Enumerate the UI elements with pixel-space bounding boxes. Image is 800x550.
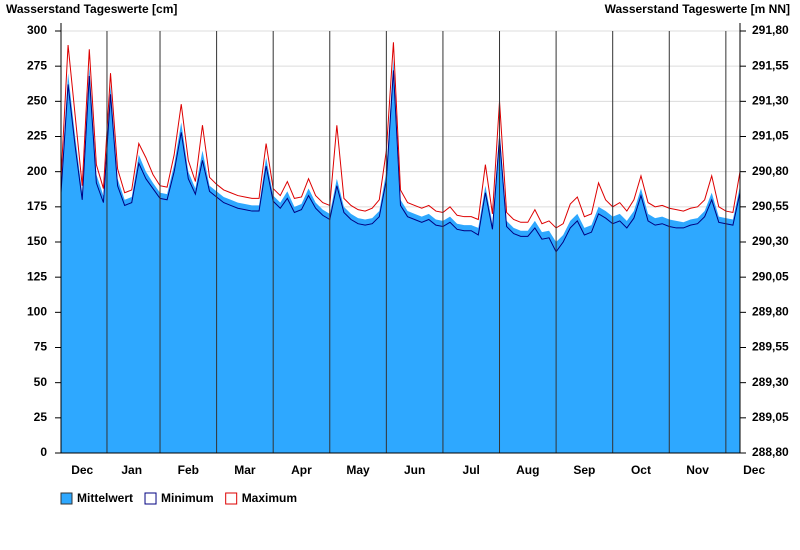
- x-tick-label: Mar: [234, 463, 256, 477]
- y2-tick-label: 289,80: [752, 305, 789, 319]
- y2-tick-label: 291,30: [752, 94, 789, 108]
- y2-tick-label: 289,55: [752, 340, 789, 354]
- y-tick-label: 225: [27, 129, 47, 143]
- x-tick-label: Apr: [291, 463, 312, 477]
- y-tick-label: 275: [27, 58, 47, 72]
- y-tick-label: 50: [34, 375, 48, 389]
- x-tick-label: Nov: [686, 463, 709, 477]
- y2-tick-label: 291,55: [752, 58, 789, 72]
- line: [60, 42, 741, 229]
- area: [61, 59, 740, 454]
- x-tick-label: Feb: [178, 463, 199, 477]
- y2-tick-label: 290,30: [752, 234, 789, 248]
- y2-tick-label: 291,05: [752, 129, 789, 143]
- y-tick-label: 175: [27, 199, 47, 213]
- x-tick-label: Dec: [71, 463, 93, 477]
- y2-tick-label: 289,05: [752, 410, 789, 424]
- legend-swatch: [225, 492, 238, 505]
- y-tick-label: 125: [27, 269, 47, 283]
- y2-tick-label: 290,55: [752, 199, 789, 213]
- y-tick-label: 75: [34, 340, 48, 354]
- y-tick-label: 300: [27, 23, 47, 37]
- y2-tick-label: 288,80: [752, 445, 789, 459]
- x-tick-label: Dec: [743, 463, 765, 477]
- y-tick-label: 150: [27, 234, 47, 248]
- y-axis-title: Wasserstand Tageswerte [cm]: [6, 2, 177, 16]
- x-tick-label: Jan: [121, 463, 142, 477]
- legend-label: Mittelwert: [77, 491, 133, 505]
- x-tick-label: Aug: [516, 463, 539, 477]
- y-tick-label: 200: [27, 164, 47, 178]
- legend-swatch: [60, 492, 73, 505]
- y-tick-label: 25: [34, 410, 48, 424]
- y2-tick-label: 290,05: [752, 269, 789, 283]
- y-tick-label: 100: [27, 305, 47, 319]
- y2-axis-title: Wasserstand Tageswerte [m NN]: [605, 2, 790, 16]
- legend-swatch: [144, 492, 157, 505]
- x-tick-label: Sep: [573, 463, 595, 477]
- x-tick-label: Jun: [404, 463, 425, 477]
- legend-label: Minimum: [161, 491, 214, 505]
- y2-tick-label: 289,30: [752, 375, 789, 389]
- line: [60, 70, 741, 253]
- x-tick-label: Jul: [463, 463, 480, 477]
- x-tick-label: Oct: [631, 463, 651, 477]
- legend-label: Maximum: [242, 491, 297, 505]
- y2-tick-label: 291,80: [752, 23, 789, 37]
- y-tick-label: 250: [27, 94, 47, 108]
- y2-tick-label: 290,80: [752, 164, 789, 178]
- x-tick-label: May: [346, 463, 370, 477]
- y-tick-label: 0: [40, 445, 47, 459]
